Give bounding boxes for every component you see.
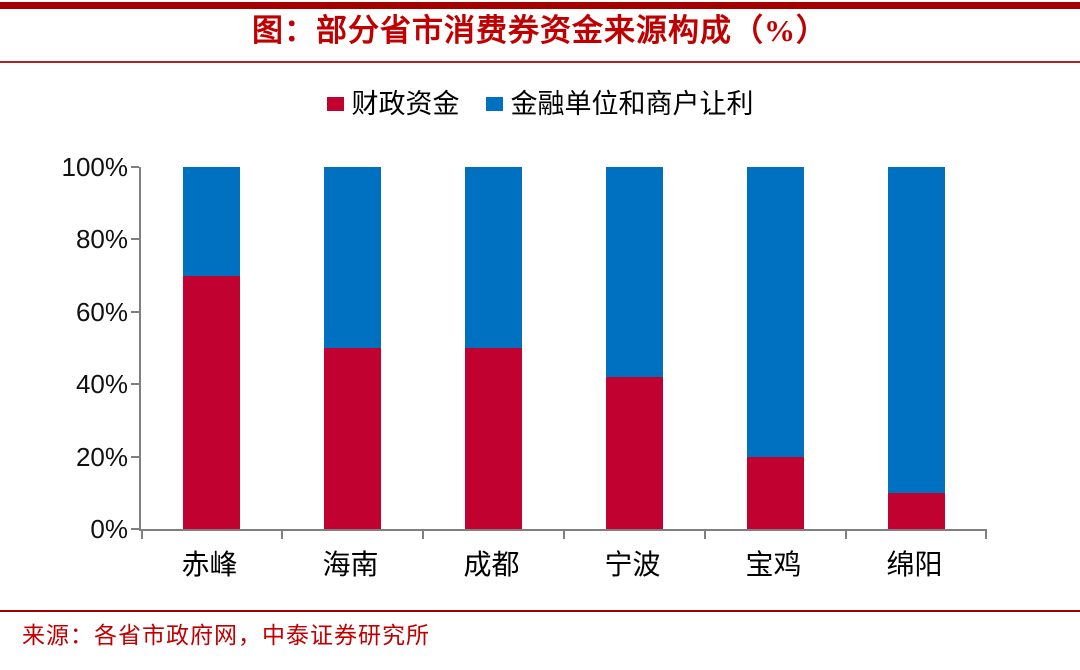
bar-segment-financial (606, 167, 663, 377)
legend-item-fiscal: 财政资金 (326, 88, 460, 120)
top-rule (0, 2, 1080, 9)
bar-segment-financial (747, 167, 804, 457)
plot-area (131, 166, 987, 539)
y-axis-tick (131, 383, 139, 386)
x-axis-category-label: 赤峰 (181, 550, 238, 581)
x-axis-tick (704, 531, 706, 539)
x-axis-category-label: 海南 (322, 550, 379, 581)
x-axis-tick (563, 531, 565, 539)
y-axis-tick-label: 40% (75, 369, 128, 400)
y-axis-tick (131, 528, 139, 530)
footer-rule (0, 610, 1080, 612)
bar-segment-financial (324, 167, 381, 348)
x-axis-tick (985, 531, 987, 539)
y-axis-labels: 0% 20% 40% 60% 80% 100% (0, 152, 129, 544)
x-axis-category-label: 宁波 (604, 550, 661, 581)
source-note: 来源：各省市政府网，中泰证券研究所 (22, 623, 430, 648)
x-axis-tick (845, 531, 847, 539)
y-axis-tick (131, 166, 139, 168)
title-divider-rule (0, 61, 1080, 63)
bar-segment-fiscal (324, 348, 381, 529)
y-axis-tick-label: 100% (61, 152, 129, 182)
x-axis-labels: 赤峰 海南 成都 宁波 宝鸡 绵阳 (139, 548, 985, 588)
bar-segment-fiscal (888, 492, 945, 529)
legend: 财政资金 金融单位和商户让利 (0, 88, 1080, 120)
y-axis-tick-label: 60% (75, 296, 128, 327)
y-axis-tick-label: 0% (90, 514, 128, 544)
legend-item-financial: 金融单位和商户让利 (485, 88, 754, 120)
fiscal-legend-label: 财政资金 (351, 89, 460, 119)
financial-legend-swatch (485, 97, 503, 111)
financial-legend-label: 金融单位和商户让利 (510, 89, 754, 119)
x-axis-category-label: 宝鸡 (745, 550, 802, 581)
bar-segment-fiscal (606, 376, 663, 529)
y-axis-tick (131, 238, 139, 241)
x-axis-tick (422, 531, 424, 539)
y-axis-tick-label: 80% (75, 224, 128, 255)
bar-segment-fiscal (465, 348, 522, 529)
fiscal-legend-swatch (326, 97, 344, 111)
bar-segment-fiscal (183, 275, 240, 529)
y-axis-tick (131, 310, 139, 313)
y-axis-tick-label: 20% (75, 441, 128, 472)
x-axis-category-label: 绵阳 (886, 550, 943, 581)
chart-title: 图：部分省市消费券资金来源构成（%） (252, 13, 828, 48)
bar-segment-financial (465, 167, 522, 348)
x-axis-tick (141, 531, 143, 539)
x-axis-category-label: 成都 (463, 550, 520, 581)
bar-segment-fiscal (747, 456, 804, 529)
bar-segment-financial (183, 167, 240, 276)
bar-segment-financial (888, 167, 945, 493)
x-axis-tick (281, 531, 283, 539)
y-axis-tick (131, 455, 139, 458)
